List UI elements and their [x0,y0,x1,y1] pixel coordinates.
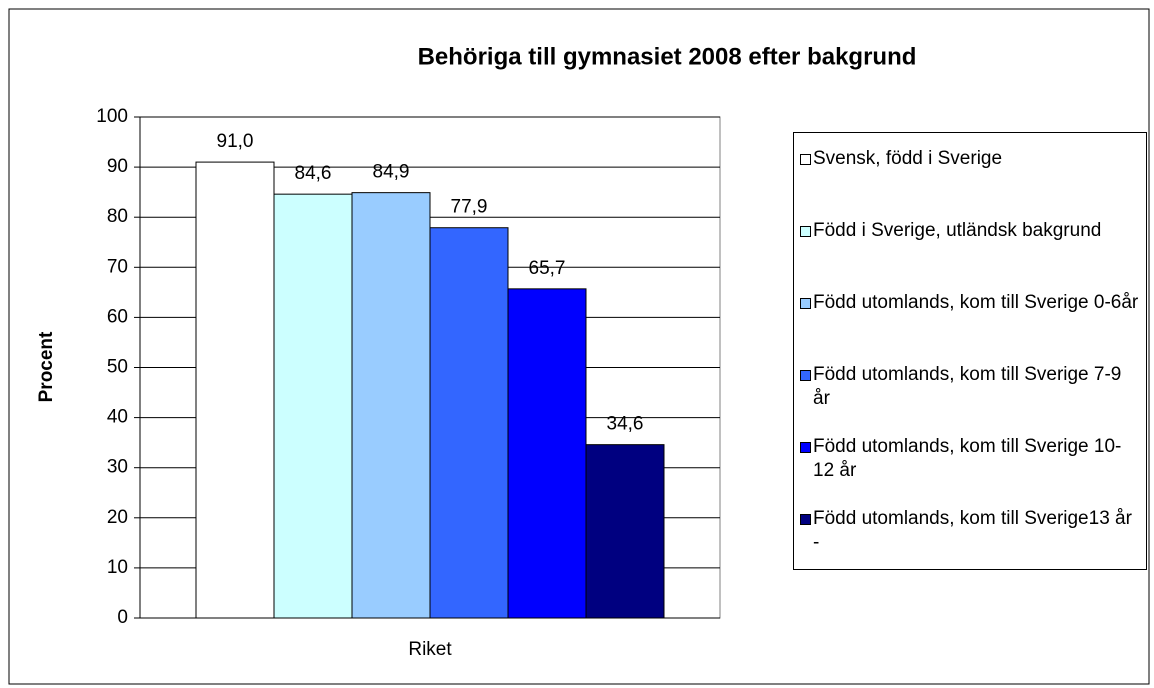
bar [585,444,665,619]
y-tick-label: 0 [117,607,128,628]
legend-label: Född utomlands, kom till Sverige 10-12 å… [813,436,1122,481]
legend-label: Född utomlands, kom till Sverige 7-9 år [813,364,1122,409]
legend-entry: Född utomlands, kom till Sverige 7-9 år [800,363,1142,435]
legend-label: Svensk, född i Sverige [813,148,1003,169]
y-tick-label: 10 [107,557,128,578]
y-tick-label: 30 [107,457,128,478]
y-tick-label: 90 [107,156,128,177]
y-axis-label: Procent [36,331,57,402]
data-label: 84,6 [295,163,332,184]
legend-entry: Född utomlands, kom till Sverige 10-12 å… [800,435,1142,507]
y-tick-label: 50 [107,357,128,378]
bar [507,288,587,619]
legend-entry: Född i Sverige, utländsk bakgrund [800,219,1142,291]
legend: Svensk, född i Sverige Född i Sverige, ut… [793,132,1147,570]
y-tick-label: 70 [107,256,128,277]
legend-swatch [800,370,811,381]
y-tick-label: 40 [107,407,128,428]
x-tick-label: Riket [408,639,452,660]
y-tick-label: 60 [107,306,128,327]
y-tick-label: 20 [107,507,128,528]
data-label: 77,9 [451,197,488,218]
legend-entry: Svensk, född i Sverige [800,147,1142,219]
data-label: 34,6 [607,414,644,435]
legend-swatch [800,226,811,237]
legend-label: Född utomlands, kom till Sverige13 år - [813,508,1132,553]
y-tick-label: 80 [107,206,128,227]
legend-label: Född i Sverige, utländsk bakgrund [813,220,1102,241]
legend-swatch [800,298,811,309]
data-label: 65,7 [529,258,566,279]
legend-entry: Född utomlands, kom till Sverige 0-6år [800,291,1142,363]
chart-title: Behöriga till gymnasiet 2008 efter bakgr… [418,43,917,70]
legend-swatch [800,514,811,525]
legend-label: Född utomlands, kom till Sverige 0-6år [813,292,1139,313]
data-label: 91,0 [217,131,254,152]
y-tick-label: 100 [96,106,128,127]
legend-swatch [800,442,811,453]
bar [195,161,275,619]
data-label: 84,9 [373,162,410,183]
legend-entry: Född utomlands, kom till Sverige13 år - [800,507,1142,579]
bar [429,227,509,619]
bar [273,193,353,619]
legend-swatch [800,154,811,165]
bar [351,192,431,619]
